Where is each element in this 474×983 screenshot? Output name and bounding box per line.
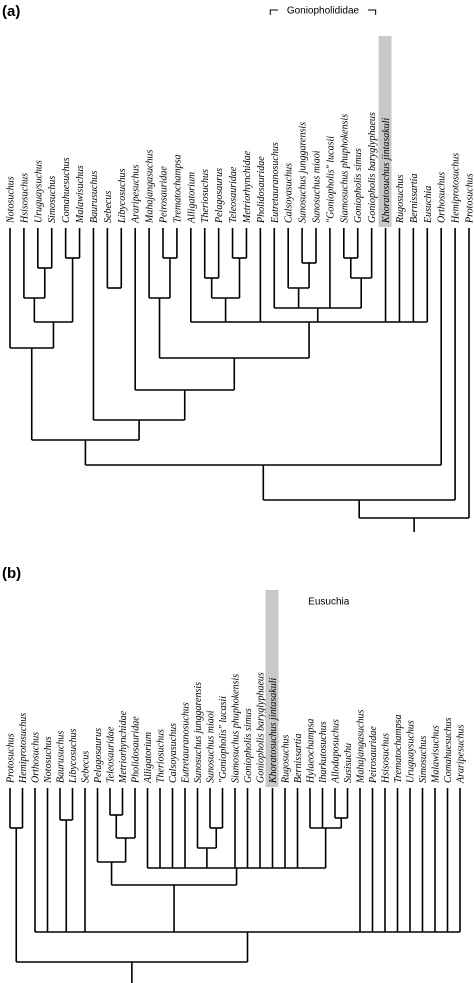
taxon-label-simosuchus: Simosuchus	[47, 176, 58, 223]
taxon-label-simosuchus: Simosuchus	[418, 736, 429, 783]
taxon-label-comahuesuchus: Comahuesuchus	[443, 717, 454, 783]
taxon-label-peirosauridae: Peirosauridae	[368, 726, 379, 784]
taxon-label-susisuchu: Susisuchu	[343, 743, 354, 783]
taxon-label-eutretauranosuchus: Eutretauranosuchus	[181, 702, 192, 784]
taxon-label-hemiprotosuchus: Hemiprotosuchus	[451, 153, 462, 224]
clade-label: Eusuchia	[308, 597, 350, 608]
taxon-label-malawisuchus: Malawisuchus	[75, 165, 86, 224]
taxon-label-comahuesuchus: Comahuesuchus	[61, 157, 72, 223]
taxon-label-orthosuchus: Orthosuchus	[437, 172, 448, 223]
taxon-label-hylaeochampsa: Hylaeochampsa	[306, 719, 317, 784]
taxon-label-rugosuchus: Rugosuchus	[395, 175, 406, 224]
taxon-label-goniopholis-lucasii: "Goniopholis" lucasii	[218, 696, 229, 783]
taxon-label-libycosuchus: Libycosuchus	[117, 168, 128, 224]
taxon-label-mahajangasuchus: Mahajangasuchus	[356, 710, 367, 784]
taxon-label-trematochampsa: Trematochampsa	[172, 154, 183, 223]
taxon-label-pholidosauridae: Pholidosauridae	[131, 716, 142, 784]
taxon-label-goniopholis-lucasii: "Goniopholis" lucasii	[325, 136, 336, 223]
taxon-label-khoratosuchus-jintasakuli: Khoratosuchus jintasakuli	[268, 677, 279, 784]
taxon-label-uruguaysuchus: Uruguaysuchus	[33, 160, 44, 223]
taxon-label-goniopholis-simus: Goniopholis simus	[353, 148, 364, 223]
taxon-label-calsoyasuchus: Calsoyasuchus	[284, 163, 295, 223]
taxon-label-metriorhynchidae: Metriorhynchidae	[242, 150, 253, 224]
highlight-box	[265, 590, 279, 787]
panel-a-label: (a)	[2, 3, 20, 20]
taxon-label-sunosuchus-miaoi: Sunosuchus miaoi	[206, 710, 217, 783]
taxon-label-sebecus: Sebecus	[81, 751, 92, 783]
taxon-label-baurusuchus: Baurusuchus	[56, 731, 67, 783]
taxon-label-theriosuchus: Theriosuchus	[200, 169, 211, 223]
taxon-label-bernissartia: Bernissartia	[293, 734, 304, 783]
taxon-label-araripesuchus: Araripesuchus	[131, 165, 142, 224]
taxon-label-allodaposuchus: Allodaposuchus	[331, 719, 342, 784]
taxon-label-protosuchus: Protosuchus	[6, 733, 17, 784]
taxon-label-hsisosuchus: Hsisosuchus	[19, 173, 30, 224]
taxon-label-pholidosauridae: Pholidosauridae	[256, 156, 267, 224]
taxon-label-araripesuchus: Araripesuchus	[456, 725, 467, 784]
taxon-label-malawisuchus: Malawisuchus	[431, 725, 442, 784]
taxon-label-protosuchus: Protosuchus	[465, 173, 474, 224]
taxon-label-baurusuchus: Baurusuchus	[89, 171, 100, 223]
taxon-label-bernissartia: Bernissartia	[409, 174, 420, 223]
taxon-label-trematochampsa: Trematochampsa	[393, 714, 404, 783]
clade-label-bg	[277, 3, 368, 15]
taxon-label-notosuchus: Notosuchus	[6, 176, 17, 224]
taxon-label-peirosauridae: Peirosauridae	[159, 166, 170, 224]
taxon-label-goniopholis-simus: Goniopholis simus	[243, 708, 254, 783]
taxon-label-sunosuchus-junggarensis: Sunosuchus junggarensis	[298, 122, 309, 223]
taxon-label-sunosuchus-junggarensis: Sunosuchus junggarensis	[193, 682, 204, 783]
taxon-label-orthosuchus: Orthosuchus	[31, 732, 42, 783]
taxon-label-pelagosaurus: Pelagosaurus	[214, 168, 225, 224]
taxon-label-alligatorium: Alligatorium	[186, 172, 197, 224]
taxon-label-libycosuchus: Libycosuchus	[68, 728, 79, 784]
taxon-label-calsoyasuchus: Calsoyasuchus	[168, 723, 179, 783]
taxon-label-khoratosuchus-jintasakuli: Khoratosuchus jintasakuli	[381, 117, 392, 224]
taxon-label-goniopholis-baryglyphaeus: Goniopholis baryglyphaeus	[367, 112, 378, 223]
taxon-label-pelagosaurus: Pelagosaurus	[93, 728, 104, 784]
clade-label: Goniopholididae	[287, 6, 360, 17]
taxon-label-teleosauridae: Teleosauridae	[106, 726, 117, 783]
panel-b-label: (b)	[2, 565, 21, 582]
taxon-label-teleosauridae: Teleosauridae	[228, 166, 239, 223]
taxon-label-uruguaysuchus: Uruguaysuchus	[406, 720, 417, 783]
taxon-label-siamosuchus-phuphokensis: Siamosuchus phuphokensis	[231, 674, 242, 783]
taxon-label-eutretauranosuchus: Eutretauranosuchus	[270, 142, 281, 224]
taxon-label-alligatorium: Alligatorium	[143, 732, 154, 784]
panel-b-cladogram: Protosuchus Hemiprotosuchus Orthosuchus Not…	[6, 590, 467, 983]
taxon-label-rugosuchus: Rugosuchus	[281, 735, 292, 784]
taxon-label-sunosuchus-miaoi: Sunosuchus miaoi	[312, 150, 323, 223]
taxon-label-mahajangasuchus: Mahajangasuchus	[145, 150, 156, 224]
taxon-label-hsisosuchus: Hsisosuchus	[381, 733, 392, 784]
taxon-label-theriosuchus: Theriosuchus	[156, 729, 167, 783]
taxon-label-notosuchus: Notosuchus	[43, 736, 54, 784]
panel-a-cladogram: Notosuchus Hsisosuchus Uruguaysuchus Simosu…	[6, 3, 474, 532]
taxon-label-eusuchia: Eusuchia	[423, 186, 434, 224]
taxon-label-metriorhynchidae: Metriorhynchidae	[118, 710, 129, 784]
taxon-label-hemiprotosuchus: Hemiprotosuchus	[18, 713, 29, 784]
taxon-label-goniopholis-baryglyphaeus: Goniopholis baryglyphaeus	[256, 672, 267, 783]
taxon-label-iharkutosuchus: Iharkutosuchus	[318, 721, 329, 784]
clade-label-bg	[303, 594, 355, 606]
taxon-label-sebecus: Sebecus	[103, 191, 114, 223]
taxon-label-siamosuchus-phuphokensis: Siamosuchus phuphokensis	[339, 114, 350, 223]
highlight-box	[378, 36, 392, 227]
